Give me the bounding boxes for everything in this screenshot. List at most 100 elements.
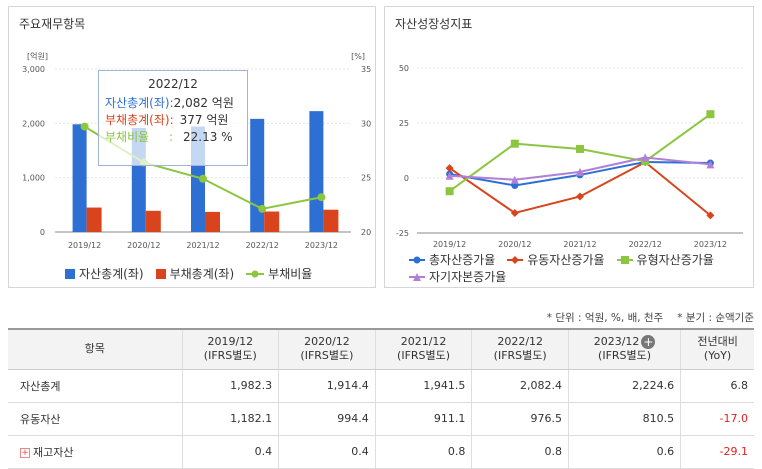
- cell: 0.8: [471, 435, 569, 469]
- debt-ratio-point: [258, 204, 267, 213]
- debt-ratio-point: [317, 193, 326, 202]
- cell: 2,224.6: [567, 369, 681, 403]
- x-tick-label: 2020/12: [498, 240, 531, 249]
- period-note: * 분기 : 순액기준: [677, 312, 754, 324]
- line-marker-icon: [246, 270, 265, 277]
- y-right-unit: [%]: [351, 52, 365, 61]
- header-2019: 2019/12 (IFRS별도): [181, 328, 279, 370]
- tooltip-value: 377 억원: [179, 113, 229, 127]
- legend-tangible-assets-growth[interactable]: 유형자산증가율: [616, 251, 714, 268]
- cell: 911.1: [374, 402, 472, 436]
- cell: 0.6: [567, 435, 681, 469]
- x-tick-label: 2019/12: [68, 241, 101, 250]
- tooltip-value: 22.13 %: [183, 130, 233, 144]
- square-marker-icon: [616, 255, 633, 264]
- liability-bar: [264, 211, 280, 232]
- legend-label: 부채비율: [268, 267, 313, 281]
- liability-bar: [205, 211, 220, 232]
- tooltip-sep: :: [169, 130, 174, 144]
- diamond-marker-icon: [507, 255, 524, 264]
- expand-plus-icon[interactable]: +: [20, 447, 30, 458]
- header-2020: 2020/12 (IFRS별도): [278, 328, 376, 370]
- legend-current-assets-growth[interactable]: 유동자산증가율: [507, 251, 605, 268]
- tooltip-row-ratio: 부채비율 : 22.13 %: [105, 129, 241, 146]
- y-right-tick-label: 30: [361, 119, 371, 128]
- table-header-row: 항목 2019/12 (IFRS별도) 2020/12 (IFRS별도) 2021/…: [8, 328, 754, 370]
- row-label-expandable[interactable]: + 재고자산: [8, 435, 182, 469]
- cell: 1,182.1: [181, 402, 279, 436]
- tooltip-label: 부채총계(좌): [105, 113, 170, 127]
- growth-point: [510, 139, 519, 148]
- y-left-tick-label: 3,000: [22, 65, 45, 74]
- y-right-tick-label: 20: [361, 228, 371, 237]
- y-tick-label: -25: [396, 229, 409, 238]
- legend-debt-ratio[interactable]: 부채비율: [246, 265, 312, 282]
- y-left-tick-label: 1,000: [22, 174, 45, 183]
- debt-ratio-point: [80, 122, 89, 131]
- tooltip-sep: :: [169, 96, 174, 110]
- y-right-tick-label: 35: [361, 65, 371, 74]
- yoy-cell: -29.1: [680, 435, 754, 469]
- asset-bar: [72, 124, 87, 232]
- growth-point: [641, 153, 650, 162]
- header-item: 항목: [8, 328, 182, 370]
- legend-equity-growth[interactable]: 자기자본증가율: [409, 268, 506, 285]
- x-tick-label: 2019/12: [433, 240, 466, 249]
- legend-total-assets-growth[interactable]: 총자산증가율: [409, 251, 495, 268]
- x-tick-label: 2022/12: [246, 241, 279, 250]
- header-2023: 2023/12 + (IFRS별도): [567, 328, 681, 370]
- panel-title: 주요재무항목: [19, 17, 86, 31]
- x-tick-label: 2022/12: [629, 240, 662, 249]
- chart-tooltip: 2022/12 자산총계(좌) : 2,082 억원 부채총계(좌) : 377…: [98, 70, 248, 166]
- growth-point: [576, 192, 584, 201]
- x-tick-label: 2023/12: [305, 241, 338, 250]
- unit-note: * 단위 : 억원, %, 배, 천주: [546, 312, 664, 324]
- growth-point: [706, 160, 715, 169]
- y-tick-label: 50: [399, 64, 409, 73]
- growth-point: [576, 144, 584, 153]
- growth-legend: 총자산증가율 유동자산증가율 유형자산증가율 자기자본증가율: [409, 251, 753, 285]
- financial-items-panel: 주요재무항목 [억원] [%] 0 1,000 2,000 3,000 20 25 30 35…: [8, 6, 376, 288]
- tooltip-row-assets: 자산총계(좌) : 2,082 억원: [105, 95, 241, 112]
- y-left-tick-label: 2,000: [22, 119, 45, 128]
- header-2022: 2022/12 (IFRS별도): [471, 328, 569, 370]
- asset-bar: [309, 111, 324, 232]
- growth-point: [445, 187, 454, 196]
- y-tick-label: 25: [399, 119, 409, 128]
- cell: 0.4: [278, 435, 376, 469]
- growth-point: [706, 211, 715, 220]
- cell: 976.5: [471, 402, 569, 436]
- debt-ratio-point: [199, 174, 207, 183]
- y-left-unit: [억원]: [27, 51, 48, 61]
- y-tick-label: 0: [404, 174, 409, 183]
- row-label: 유동자산: [8, 402, 182, 436]
- growth-point: [510, 208, 519, 217]
- yoy-cell: 6.8: [680, 369, 754, 403]
- cell: 810.5: [567, 402, 681, 436]
- cell: 994.4: [278, 402, 376, 436]
- triangle-marker-icon: [409, 272, 425, 281]
- legend-label: 총자산증가율: [429, 253, 496, 267]
- header-yoy: 전년대비 (YoY): [680, 328, 754, 370]
- cell: 1,982.3: [181, 369, 279, 403]
- y-right-tick-label: 25: [361, 174, 371, 183]
- tooltip-title: 2022/12: [148, 77, 198, 91]
- table-row: 자산총계 1,982.3 1,914.4 1,941.5 2,082.4 2,2…: [8, 369, 754, 403]
- circle-marker-icon: [409, 256, 425, 263]
- growth-point: [576, 167, 584, 176]
- row-label: 자산총계: [8, 369, 182, 403]
- legend-liabilities[interactable]: 부채총계(좌): [155, 265, 235, 282]
- legend-label: 자산총계(좌): [79, 267, 144, 281]
- add-column-icon[interactable]: +: [641, 335, 656, 350]
- table-row[interactable]: + 재고자산 0.4 0.4 0.8 0.8 0.6 -29.1: [8, 435, 754, 469]
- x-tick-label: 2023/12: [694, 240, 727, 249]
- legend-assets[interactable]: 자산총계(좌): [65, 265, 144, 282]
- tooltip-label: 부채비율: [105, 130, 150, 144]
- legend-label: 자기자본증가율: [429, 270, 507, 284]
- tooltip-sep: :: [169, 113, 174, 127]
- x-tick-label: 2021/12: [563, 240, 596, 249]
- growth-point: [445, 164, 454, 173]
- legend-label: 부채총계(좌): [169, 267, 235, 281]
- growth-point: [510, 175, 519, 184]
- header-2021: 2021/12 (IFRS별도): [374, 328, 472, 370]
